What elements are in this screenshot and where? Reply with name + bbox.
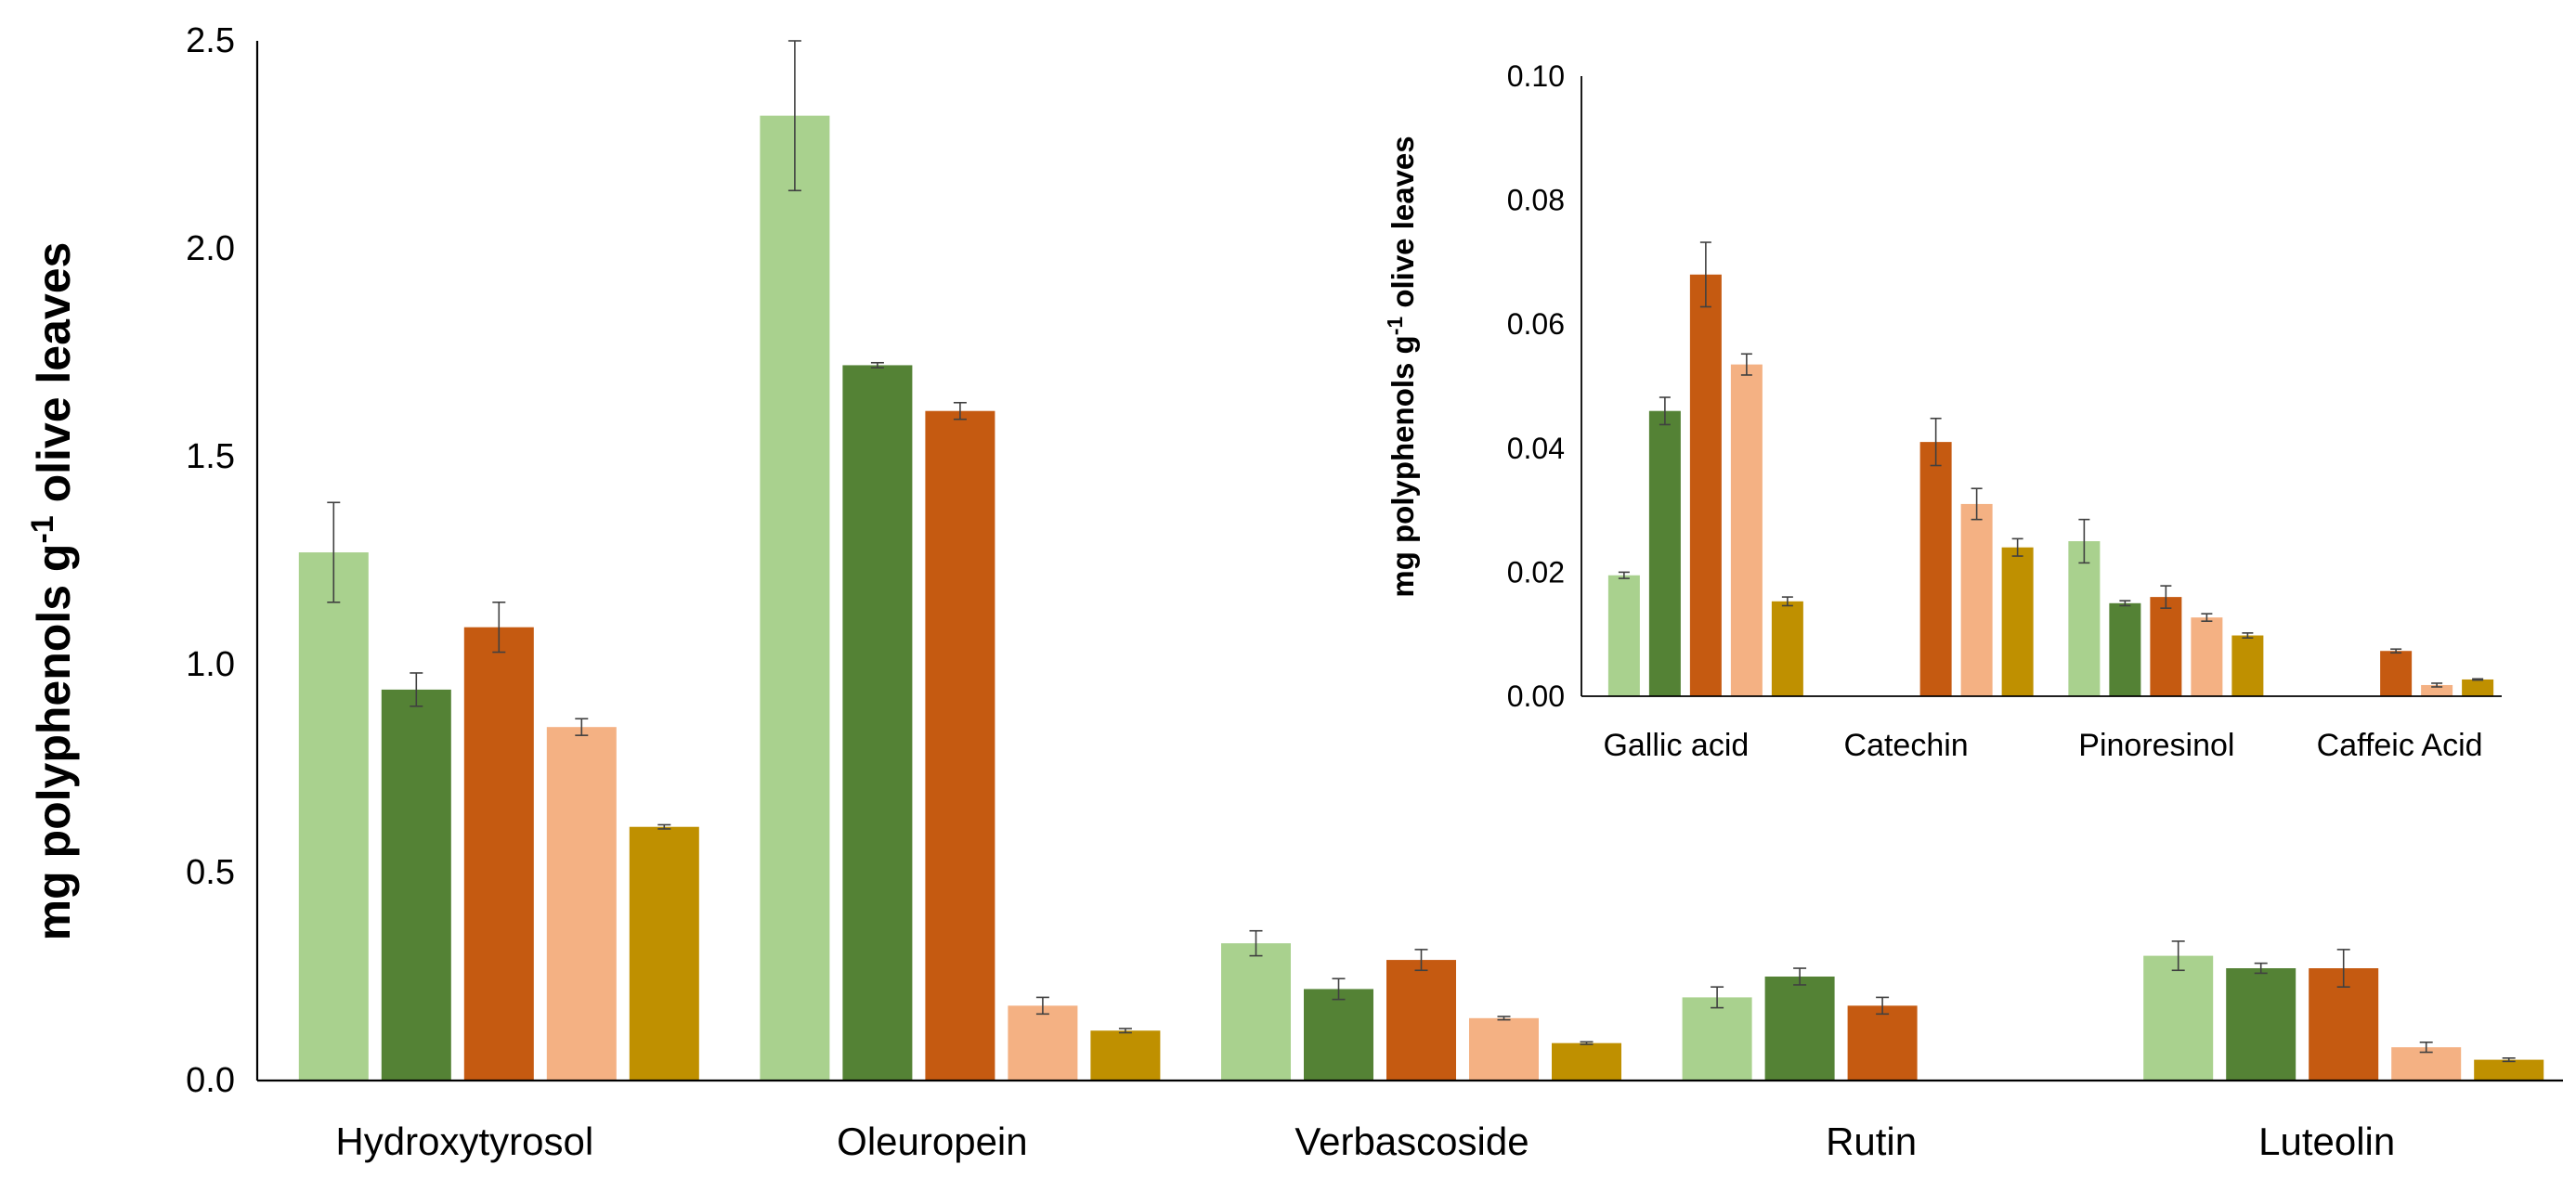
inset-category-label: Gallic acid (1603, 728, 1749, 763)
inset-y-axis-label: mg polyphenols g-1 olive leaves (1383, 136, 1420, 597)
main-bar (381, 689, 451, 1081)
inset-y-tick-label: 0.00 (1507, 680, 1565, 713)
main-category-label: Rutin (1826, 1120, 1917, 1163)
main-bar (1304, 989, 1373, 1081)
inset-y-tick-label: 0.08 (1507, 184, 1565, 217)
main-category-label: Oleuropein (837, 1120, 1027, 1163)
main-category-label: Luteolin (2258, 1120, 2395, 1163)
inset-bar (2001, 547, 2034, 696)
main-y-tick-label: 1.0 (186, 645, 235, 684)
inset-bar (2068, 541, 2101, 696)
main-bar (463, 627, 534, 1081)
inset-bar (1689, 274, 1722, 696)
main-bar (2474, 1059, 2544, 1081)
main-bar (629, 826, 699, 1081)
main-bar (1682, 997, 1752, 1081)
inset-bar (2191, 617, 2223, 696)
main-chart: mg polyphenols g-1 olive leaves 0.0 0.5 1.… (25, 21, 2563, 1163)
main-category-label: Verbascoside (1295, 1120, 1529, 1163)
inset-bar (1960, 503, 1993, 696)
main-bar (1764, 977, 1835, 1081)
main-bar (1221, 943, 1291, 1081)
inset-y-tick-label: 0.04 (1507, 432, 1565, 465)
inset-category-label: Catechin (1844, 728, 1969, 763)
inset-chart: mg polyphenols g-1 olive leaves 0.00 0.02… (1383, 59, 2502, 763)
inset-category-label: Caffeic Acid (2317, 728, 2483, 763)
inset-bar (2150, 597, 2182, 696)
main-y-axis-label: mg polyphenols g-1 olive leaves (25, 242, 80, 941)
inset-bar (1648, 410, 1681, 696)
main-y-tick-label: 0.0 (186, 1061, 235, 1100)
main-bar (1847, 1005, 1918, 1081)
inset-bar (2109, 602, 2141, 696)
inset-bar (2462, 679, 2494, 696)
main-category-label: Hydroxytyrosol (335, 1120, 593, 1163)
inset-bar (1730, 364, 1763, 696)
inset-bar (1919, 442, 1952, 696)
inset-y-tick-label: 0.10 (1507, 59, 1565, 93)
main-bar (546, 727, 617, 1081)
inset-bar (1771, 601, 1803, 696)
main-bar (925, 410, 995, 1081)
inset-y-tick-label: 0.02 (1507, 555, 1565, 589)
inset-category-label: Pinoresinol (2078, 728, 2234, 763)
main-bar (842, 365, 913, 1081)
inset-bar (1607, 575, 1640, 696)
main-y-tick-label: 1.5 (186, 437, 235, 476)
inset-bar (2231, 635, 2264, 696)
inset-bar (2380, 651, 2413, 696)
inset-bar (2421, 684, 2453, 696)
main-bar (2226, 968, 2296, 1081)
main-y-tick-label: 2.0 (186, 229, 235, 268)
main-y-tick-label: 2.5 (186, 21, 235, 60)
main-bar (760, 115, 830, 1081)
main-bar (1552, 1042, 1621, 1081)
main-bar (2143, 955, 2214, 1081)
main-y-tick-label: 0.5 (186, 853, 235, 892)
main-bar (1008, 1005, 1078, 1081)
inset-y-tick-label: 0.06 (1507, 307, 1565, 341)
main-bar (1386, 960, 1456, 1081)
main-bar (1090, 1030, 1161, 1081)
main-bar (1469, 1017, 1539, 1081)
main-bar (298, 552, 369, 1081)
